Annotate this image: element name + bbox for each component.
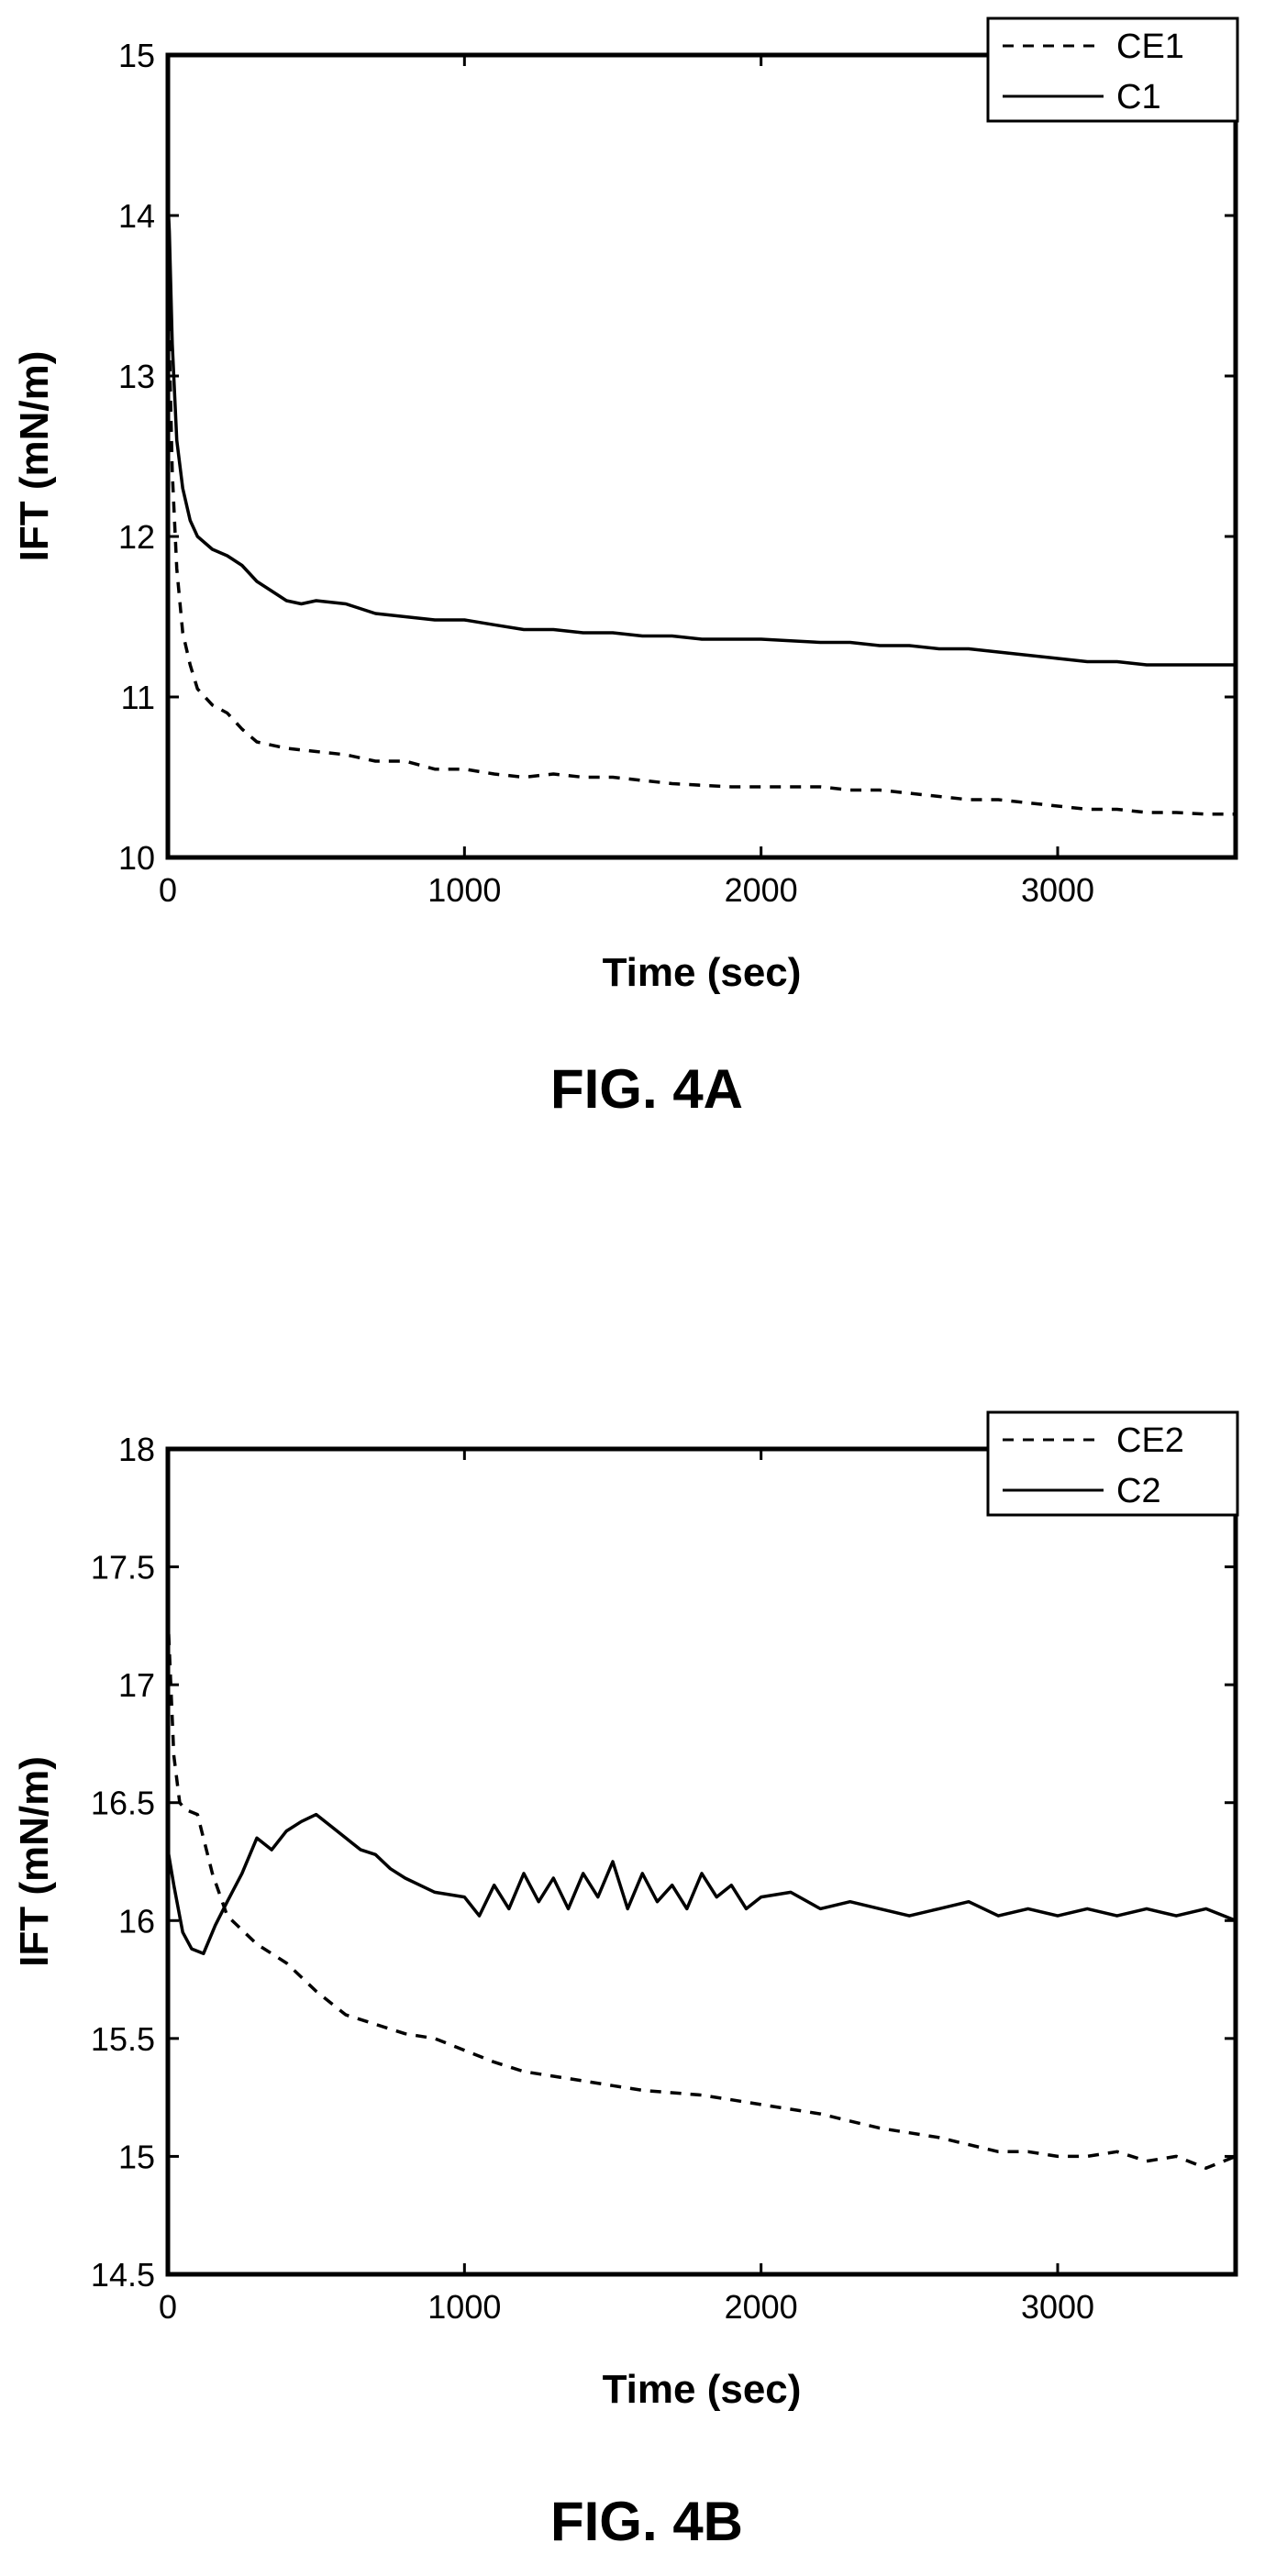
chart-b-y-tick-label: 16	[118, 1902, 155, 1940]
chart-b-y-tick-label: 14.5	[91, 2256, 155, 2294]
chart-a-caption: FIG. 4A	[550, 1058, 743, 1120]
chart-a-legend-label-ce1: CE1	[1116, 28, 1184, 66]
chart-a-y-tick-label: 10	[118, 839, 155, 877]
chart-b-x-tick-label: 3000	[1021, 2288, 1094, 2326]
chart-a-x-tick-label: 3000	[1021, 871, 1094, 909]
chart-a-legend-label-c1: C1	[1116, 78, 1161, 116]
chart-fig-4b: 0 1000 2000 3000 14.5 15 15.5 16 16.5 17 17.5 18 Ti…	[12, 1410, 1239, 2552]
chart-fig-4a: 0 1000 2000 3000 10 11 12 13 14 15 Time (sec) IFT…	[12, 17, 1239, 1120]
chart-a-x-tick-label: 1000	[427, 871, 501, 909]
chart-a-series-ce1-line	[166, 279, 1236, 816]
chart-a-x-axis-label: Time (sec)	[603, 950, 802, 995]
chart-a-y-axis-label: IFT (mN/m)	[12, 351, 57, 562]
chart-b-y-tick-label: 15.5	[91, 2020, 155, 2058]
chart-b-y-axis-label: IFT (mN/m)	[12, 1756, 57, 1967]
chart-b-x-axis-label: Time (sec)	[603, 2367, 802, 2412]
chart-b-x-tick-label: 0	[159, 2288, 177, 2326]
chart-b-plot-frame	[165, 1446, 1238, 2277]
chart-b-legend: CE2 C2	[986, 1410, 1239, 1517]
chart-b-x-tick-label: 2000	[725, 2288, 798, 2326]
chart-a-y-tick-label: 15	[118, 37, 155, 74]
chart-a-marks	[166, 199, 1236, 816]
chart-a-x-tick-label: 0	[159, 871, 177, 909]
chart-b-legend-box	[986, 1410, 1239, 1517]
chart-b-y-tick-label: 15	[118, 2138, 155, 2175]
chart-b-legend-label-ce2: CE2	[1116, 1421, 1184, 1460]
chart-b-series-c2-line	[166, 1812, 1237, 1956]
chart-a-y-tick-label: 13	[118, 358, 155, 395]
chart-a-x-tick-label: 2000	[725, 871, 798, 909]
chart-a-ticks: 0 1000 2000 3000 10 11 12 13 14 15	[118, 37, 1236, 909]
chart-a-plot-frame	[165, 52, 1238, 860]
chart-b-caption: FIG. 4B	[550, 2491, 743, 2552]
chart-a-y-tick-label: 14	[118, 197, 155, 235]
chart-a-y-tick-label: 12	[118, 518, 155, 556]
chart-b-y-tick-label: 17.5	[91, 1549, 155, 1587]
chart-a-legend: CE1 C1	[986, 17, 1239, 123]
chart-a-series-c1-line	[166, 199, 1236, 667]
chart-b-marks	[166, 1613, 1237, 2171]
chart-b-ticks: 0 1000 2000 3000 14.5 15 15.5 16 16.5 17 17.5 18	[91, 1431, 1236, 2326]
chart-b-x-tick-label: 1000	[427, 2288, 501, 2326]
chart-b-y-tick-label: 17	[118, 1666, 155, 1704]
chart-b-series-ce2-line	[166, 1613, 1237, 2171]
chart-b-legend-label-c2: C2	[1116, 1472, 1161, 1510]
chart-b-y-tick-label: 16.5	[91, 1785, 155, 1822]
chart-a-legend-box	[986, 17, 1239, 123]
chart-a-y-tick-label: 11	[121, 679, 155, 716]
chart-b-y-tick-label: 18	[118, 1431, 155, 1468]
